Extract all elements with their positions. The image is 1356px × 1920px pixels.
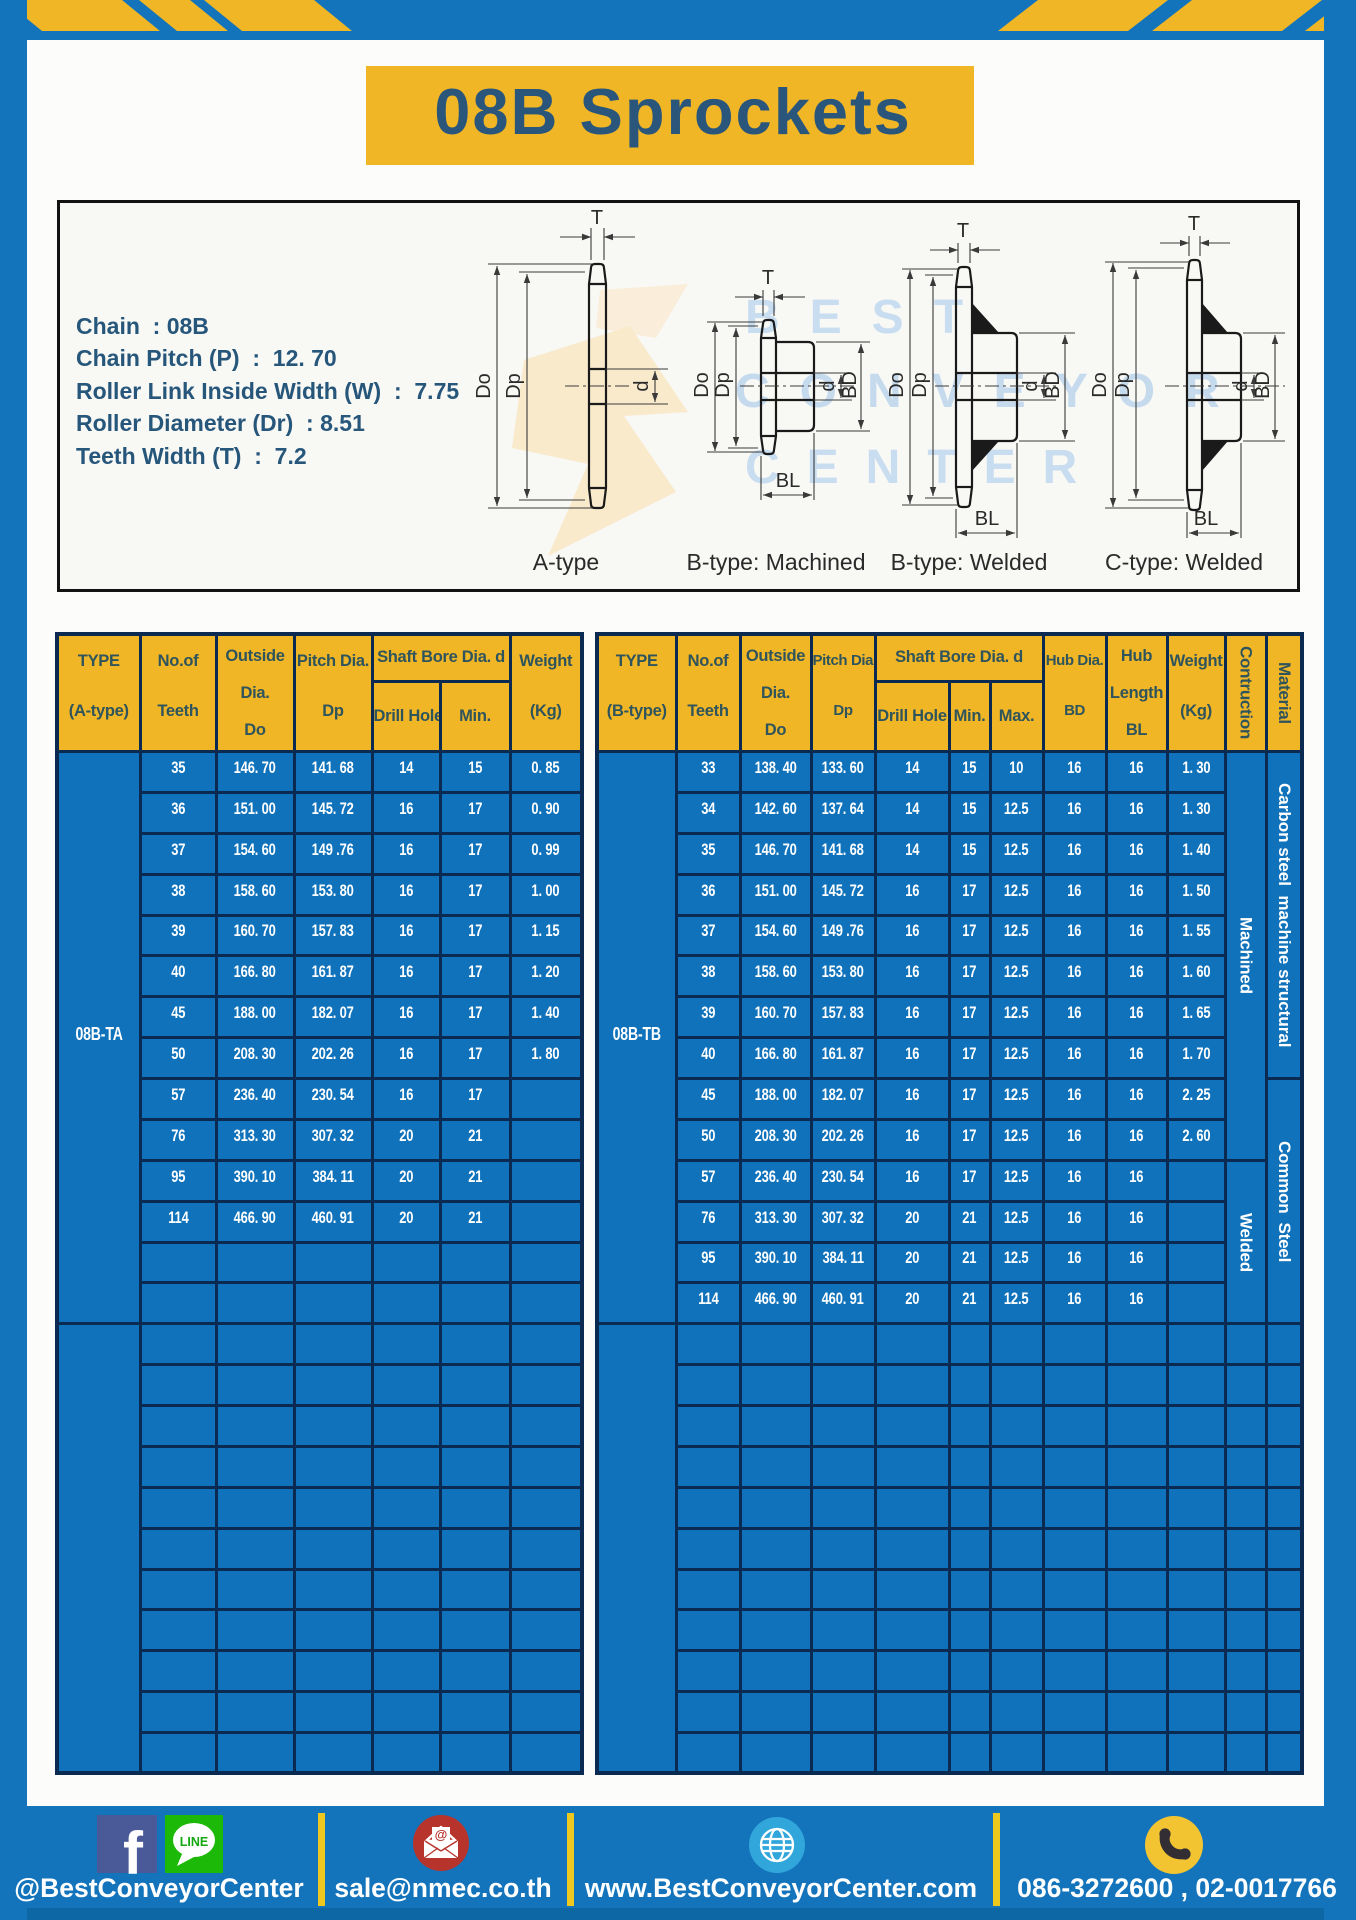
svg-text:Do: Do <box>886 372 908 398</box>
svg-text:A-type: A-type <box>533 549 599 575</box>
svg-text:@: @ <box>435 1827 448 1842</box>
svg-text:BD: BD <box>839 371 861 399</box>
svg-text:Do: Do <box>473 373 495 399</box>
svg-text:BD: BD <box>1252 371 1274 399</box>
svg-text:086-3272600 , 02-0017766: 086-3272600 , 02-0017766 <box>1017 1873 1337 1903</box>
svg-text:d: d <box>817 380 839 391</box>
svg-text:T: T <box>1188 213 1200 235</box>
svg-text:B-type: Machined: B-type: Machined <box>687 549 866 575</box>
svg-text:Dp: Dp <box>1112 372 1134 398</box>
svg-text:d: d <box>1230 380 1252 391</box>
svg-text:Dp: Dp <box>503 373 525 399</box>
svg-text:Do: Do <box>1089 372 1111 398</box>
svg-text:f: f <box>123 1820 144 1887</box>
svg-text:Dp: Dp <box>909 372 931 398</box>
svg-text:www.BestConveyorCenter.com: www.BestConveyorCenter.com <box>584 1873 977 1903</box>
svg-text:d: d <box>1020 380 1042 391</box>
svg-text:Do: Do <box>691 372 713 398</box>
svg-text:d: d <box>631 380 653 391</box>
svg-text:BL: BL <box>776 470 800 492</box>
svg-text:LINE: LINE <box>180 1835 208 1849</box>
svg-text:T: T <box>591 207 603 229</box>
svg-text:BD: BD <box>1042 371 1064 399</box>
svg-text:CENTER: CENTER <box>745 441 1104 494</box>
svg-text:Dp: Dp <box>712 372 734 398</box>
svg-text:sale@nmec.co.th: sale@nmec.co.th <box>334 1873 551 1903</box>
svg-text:T: T <box>762 267 774 289</box>
svg-text:BEST: BEST <box>745 291 993 344</box>
svg-text:C-type: Welded: C-type: Welded <box>1105 549 1263 575</box>
svg-text:T: T <box>957 220 969 242</box>
svg-text:@BestConveyorCenter: @BestConveyorCenter <box>14 1873 303 1903</box>
svg-text:BL: BL <box>975 508 999 530</box>
svg-text:BL: BL <box>1194 508 1218 530</box>
svg-text:B-type: Welded: B-type: Welded <box>891 549 1048 575</box>
